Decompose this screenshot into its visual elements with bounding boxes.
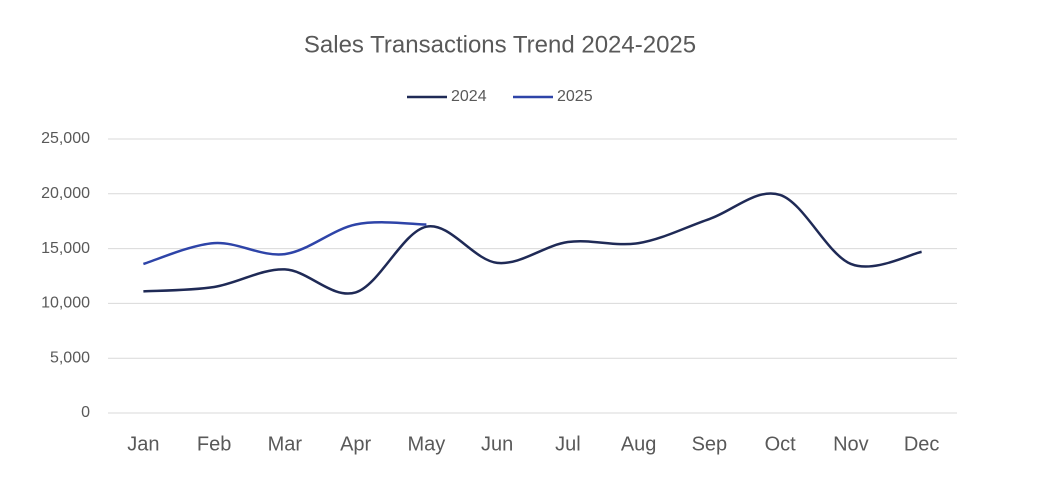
y-tick-label: 5,000 xyxy=(50,349,90,366)
y-tick-label: 10,000 xyxy=(41,295,90,312)
line-series xyxy=(143,221,427,266)
x-tick-label: Jul xyxy=(555,433,581,455)
x-tick-label: Dec xyxy=(904,433,940,455)
y-tick-label: 20,000 xyxy=(41,185,90,202)
y-tick-label: 25,000 xyxy=(41,130,90,147)
y-tick-label: 15,000 xyxy=(41,240,90,257)
chart-title: Sales Transactions Trend 2024-2025 xyxy=(304,31,696,58)
legend-label: 2025 xyxy=(557,88,593,105)
x-tick-label: Nov xyxy=(833,433,869,455)
line-series xyxy=(143,192,922,295)
x-tick-label: Jun xyxy=(481,433,513,455)
x-tick-label: Apr xyxy=(340,433,371,455)
x-tick-label: Jan xyxy=(127,433,159,455)
x-tick-label: Aug xyxy=(621,433,657,455)
x-tick-label: Feb xyxy=(197,433,231,455)
x-tick-label: May xyxy=(407,433,445,455)
legend-label: 2024 xyxy=(451,88,487,105)
y-tick-label: 0 xyxy=(81,404,90,421)
x-tick-label: Mar xyxy=(268,433,303,455)
x-tick-label: Oct xyxy=(765,433,797,455)
x-tick-label: Sep xyxy=(692,433,728,455)
